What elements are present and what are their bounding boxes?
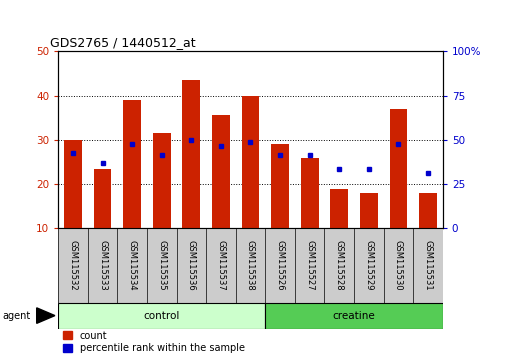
Text: GSM115534: GSM115534 bbox=[127, 240, 136, 291]
Bar bbox=[389, 109, 407, 228]
Bar bbox=[241, 96, 259, 228]
Bar bbox=[271, 144, 288, 228]
Text: GSM115526: GSM115526 bbox=[275, 240, 284, 291]
Bar bbox=[212, 115, 229, 228]
Bar bbox=[123, 100, 141, 228]
Bar bbox=[359, 193, 377, 228]
Bar bbox=[300, 158, 318, 228]
Bar bbox=[153, 133, 170, 228]
Text: GSM115538: GSM115538 bbox=[245, 240, 255, 291]
Text: creatine: creatine bbox=[332, 310, 375, 321]
Polygon shape bbox=[37, 308, 55, 323]
Text: GDS2765 / 1440512_at: GDS2765 / 1440512_at bbox=[50, 36, 196, 49]
Text: control: control bbox=[143, 310, 180, 321]
Bar bbox=[330, 188, 347, 228]
Text: GSM115527: GSM115527 bbox=[305, 240, 314, 291]
Text: GSM115536: GSM115536 bbox=[186, 240, 195, 291]
Text: GSM115528: GSM115528 bbox=[334, 240, 343, 291]
Text: GSM115537: GSM115537 bbox=[216, 240, 225, 291]
Bar bbox=[418, 193, 436, 228]
Text: GSM115532: GSM115532 bbox=[68, 240, 77, 291]
Text: agent: agent bbox=[3, 310, 31, 321]
Bar bbox=[58, 303, 265, 329]
Text: GSM115530: GSM115530 bbox=[393, 240, 402, 291]
Bar bbox=[64, 140, 82, 228]
Bar bbox=[265, 303, 442, 329]
Bar bbox=[93, 169, 111, 228]
Text: GSM115529: GSM115529 bbox=[364, 240, 373, 291]
Bar bbox=[182, 80, 200, 228]
Text: GSM115531: GSM115531 bbox=[423, 240, 432, 291]
Text: GSM115535: GSM115535 bbox=[157, 240, 166, 291]
Text: GSM115533: GSM115533 bbox=[98, 240, 107, 291]
Legend: count, percentile rank within the sample: count, percentile rank within the sample bbox=[63, 331, 244, 353]
